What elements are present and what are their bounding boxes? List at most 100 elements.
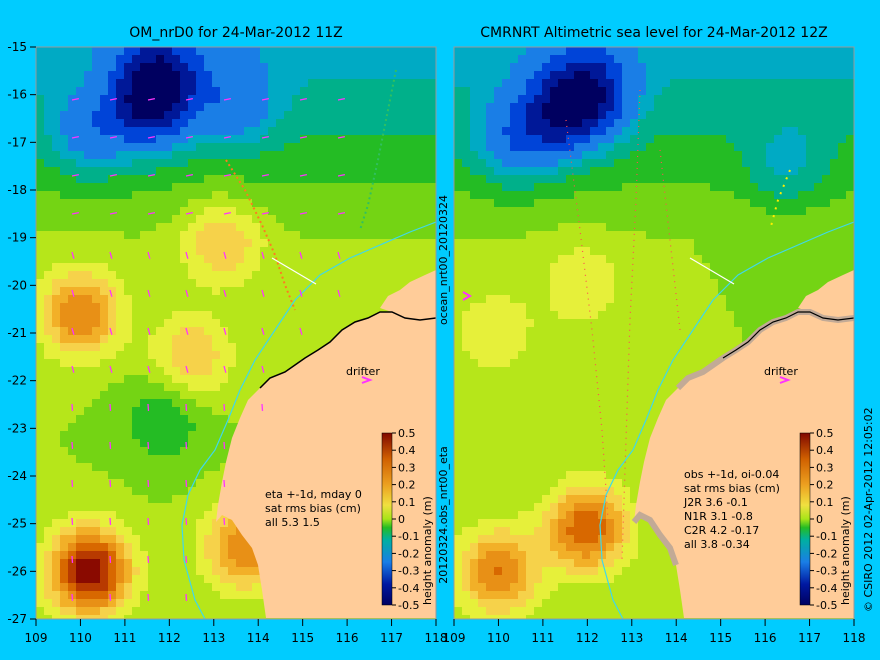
field-cell <box>260 615 269 619</box>
field-cell <box>36 247 45 256</box>
field-cell <box>566 543 575 552</box>
field-cell <box>348 151 357 160</box>
field-cell <box>478 551 487 560</box>
field-cell <box>180 567 189 576</box>
field-cell <box>148 175 157 184</box>
field-cell <box>148 255 157 264</box>
field-cell <box>428 47 436 56</box>
field-cell <box>542 487 551 496</box>
field-cell <box>582 55 591 64</box>
field-cell <box>510 327 519 336</box>
field-cell <box>44 391 53 400</box>
field-cell <box>68 159 77 168</box>
field-cell <box>558 367 567 376</box>
field-cell <box>558 87 567 96</box>
field-cell <box>92 335 101 344</box>
field-cell <box>164 391 173 400</box>
field-cell <box>526 319 535 328</box>
field-cell <box>582 311 591 320</box>
field-cell <box>324 255 333 264</box>
field-cell <box>92 167 101 176</box>
field-cell <box>268 167 277 176</box>
field-cell <box>260 327 269 336</box>
field-cell <box>148 439 157 448</box>
field-cell <box>220 407 229 416</box>
field-cell <box>172 527 181 536</box>
field-cell <box>582 391 591 400</box>
field-cell <box>332 239 341 248</box>
field-cell <box>180 559 189 568</box>
field-cell <box>510 87 519 96</box>
field-cell <box>92 407 101 416</box>
left-y-axis: -15-16-17-18-19-20-21-22-23-24-25-26-27 <box>7 40 36 626</box>
field-cell <box>228 87 237 96</box>
field-cell <box>462 455 471 464</box>
field-cell <box>292 351 301 360</box>
field-cell <box>76 583 85 592</box>
field-cell <box>526 391 535 400</box>
field-cell <box>92 591 101 600</box>
field-cell <box>518 343 527 352</box>
field-cell <box>478 175 487 184</box>
field-cell <box>44 151 53 160</box>
field-cell <box>558 351 567 360</box>
field-cell <box>420 223 429 232</box>
field-cell <box>172 63 181 72</box>
field-cell <box>156 431 165 440</box>
field-cell <box>44 447 53 456</box>
field-cell <box>124 247 133 256</box>
field-cell <box>148 55 157 64</box>
field-cell <box>502 151 511 160</box>
field-cell <box>396 175 405 184</box>
field-cell <box>388 119 397 128</box>
field-cell <box>454 63 463 72</box>
field-cell <box>454 455 463 464</box>
field-cell <box>156 55 165 64</box>
field-cell <box>340 63 349 72</box>
field-cell <box>364 47 373 56</box>
field-cell <box>236 295 245 304</box>
field-cell <box>470 87 479 96</box>
field-cell <box>494 191 503 200</box>
field-cell <box>76 111 85 120</box>
field-cell <box>582 143 591 152</box>
field-cell <box>36 599 45 608</box>
field-cell <box>510 63 519 72</box>
field-cell <box>84 159 93 168</box>
field-cell <box>380 279 389 288</box>
field-cell <box>542 55 551 64</box>
field-cell <box>420 215 429 224</box>
field-cell <box>462 135 471 144</box>
field-cell <box>558 359 567 368</box>
field-cell <box>252 607 261 616</box>
field-cell <box>164 303 173 312</box>
field-cell <box>510 607 519 616</box>
field-cell <box>388 79 397 88</box>
field-cell <box>494 207 503 216</box>
field-cell <box>180 223 189 232</box>
field-cell <box>180 247 189 256</box>
field-cell <box>196 423 205 432</box>
field-cell <box>372 247 381 256</box>
field-cell <box>550 95 559 104</box>
current-vector <box>223 327 227 335</box>
field-cell <box>68 207 77 216</box>
field-cell <box>574 455 583 464</box>
field-cell <box>44 239 53 248</box>
field-cell <box>76 487 85 496</box>
field-cell <box>108 399 117 408</box>
field-cell <box>582 439 591 448</box>
current-vector <box>185 135 193 139</box>
field-cell <box>486 55 495 64</box>
field-cell <box>566 159 575 168</box>
field-cell <box>100 143 109 152</box>
field-cell <box>276 111 285 120</box>
field-cell <box>316 343 325 352</box>
field-cell <box>156 375 165 384</box>
field-cell <box>68 199 77 208</box>
field-cell <box>236 271 245 280</box>
field-cell <box>252 127 261 136</box>
field-cell <box>204 343 213 352</box>
field-cell <box>124 295 133 304</box>
field-cell <box>558 47 567 56</box>
